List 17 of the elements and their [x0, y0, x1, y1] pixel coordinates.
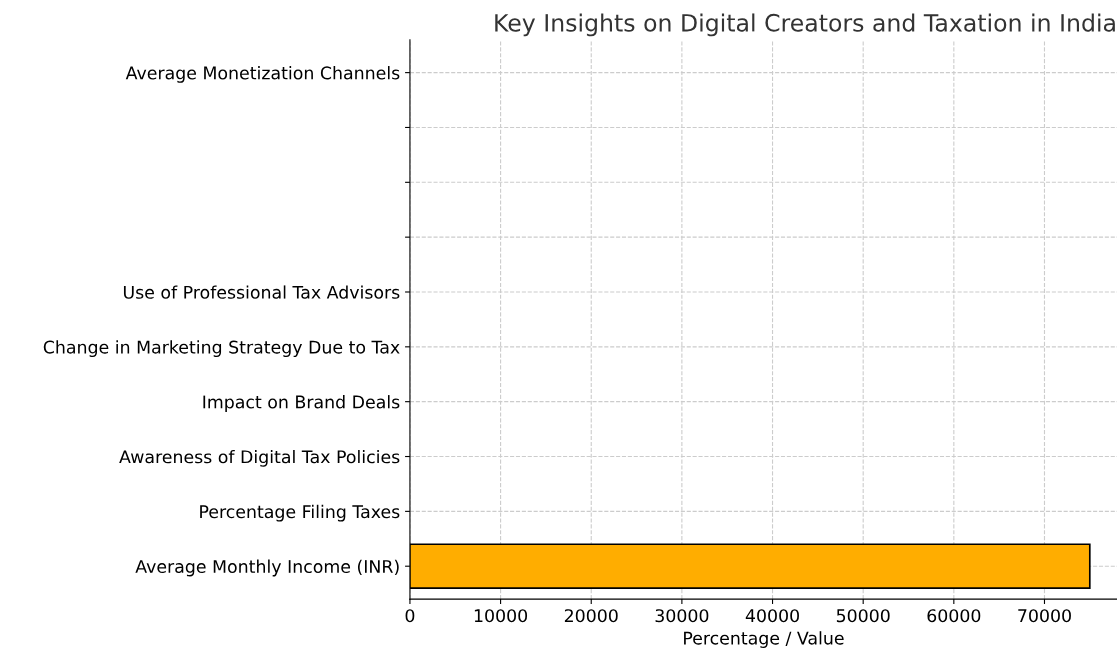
x-tick-label: 0 — [405, 609, 415, 623]
x-tick-label: 70000 — [1018, 609, 1071, 623]
x-tick-label: 60000 — [927, 609, 981, 623]
y-tick-label: Average Monthly Income (INR) — [135, 559, 399, 577]
y-tick-label: Awareness of Digital Tax Policies — [119, 449, 400, 467]
y-tick-label: Change in Marketing Strategy Due to Tax — [43, 340, 400, 358]
chart-title: Key Insights on Digital Creators and Taxation in India — [495, 13, 1115, 37]
x-tick-label: 50000 — [836, 609, 890, 623]
x-tick-label: 40000 — [745, 609, 799, 623]
y-tick-label: Percentage Filing Taxes — [200, 504, 400, 522]
x-tick-label: 10000 — [474, 609, 528, 623]
y-tick-label: Impact on Brand Deals — [203, 395, 400, 412]
y-tick-label: Use of Professional Tax Advisors — [123, 285, 400, 299]
x-axis-title: Percentage / Value — [684, 631, 844, 648]
x-tick-label: 30000 — [655, 609, 709, 623]
y-tick-label: Average Monetization Channels — [125, 66, 400, 83]
x-tick-label: 20000 — [564, 609, 618, 623]
